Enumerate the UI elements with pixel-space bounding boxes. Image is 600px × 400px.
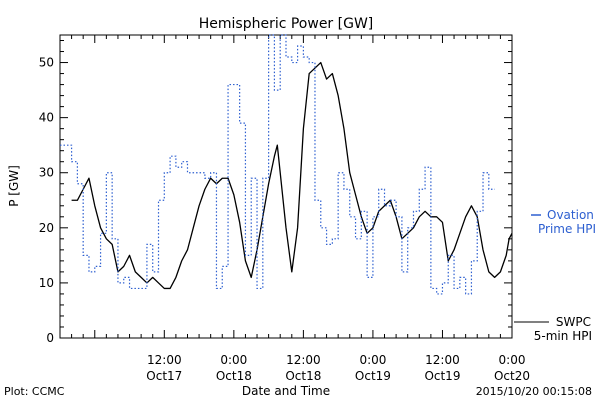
y-tick-label: 20: [39, 221, 54, 235]
y-tick-label: 40: [39, 111, 54, 125]
plot-frame: [59, 34, 513, 339]
series-swpc-5min-hpi: [71, 61, 513, 290]
x-ticks: 12:00 Oct17 0:00 Oct18 12:00 Oct18 0:00 Oct19 12…: [59, 35, 530, 383]
series-ovation-prime-hpi: [60, 34, 495, 295]
x-tick-label-date: Oct18: [285, 369, 321, 383]
x-tick-label-time: 0:00: [359, 353, 386, 367]
x-tick-label-date: Oct19: [355, 369, 391, 383]
x-tick-label-date: Oct17: [146, 369, 182, 383]
legend-ovation-line1: Ovation: [547, 208, 594, 222]
x-tick-label-time: 12:00: [147, 353, 182, 367]
y-ticks: 0 10 20 30 40 50: [39, 40, 512, 345]
y-tick-label: 0: [46, 331, 54, 345]
x-tick-label-date: Oct19: [424, 369, 460, 383]
y-tick-label: 10: [39, 276, 54, 290]
plot-credit: Plot: CCMC: [4, 385, 65, 398]
x-tick-label-date: Oct20: [494, 369, 530, 383]
plot-timestamp: 2015/10/20 00:15:08: [476, 385, 592, 398]
series-layer: [60, 34, 513, 295]
x-tick-label-time: 12:00: [286, 353, 321, 367]
legend-swpc-line1: SWPC: [556, 315, 591, 329]
y-axis-label: P [GW]: [7, 165, 21, 207]
legend-swpc-line2: 5-min HPI: [534, 329, 592, 343]
y-tick-label: 50: [39, 56, 54, 70]
chart-title: Hemispheric Power [GW]: [199, 16, 374, 32]
x-tick-label-time: 0:00: [499, 353, 526, 367]
x-axis-label: Date and Time: [242, 384, 330, 398]
legend-ovation-line2: Prime HPI: [538, 222, 596, 236]
plot-border: [59, 34, 513, 339]
y-tick-label: 30: [39, 166, 54, 180]
x-tick-label-time: 12:00: [425, 353, 460, 367]
x-tick-label-time: 0:00: [220, 353, 247, 367]
x-tick-label-date: Oct18: [216, 369, 252, 383]
